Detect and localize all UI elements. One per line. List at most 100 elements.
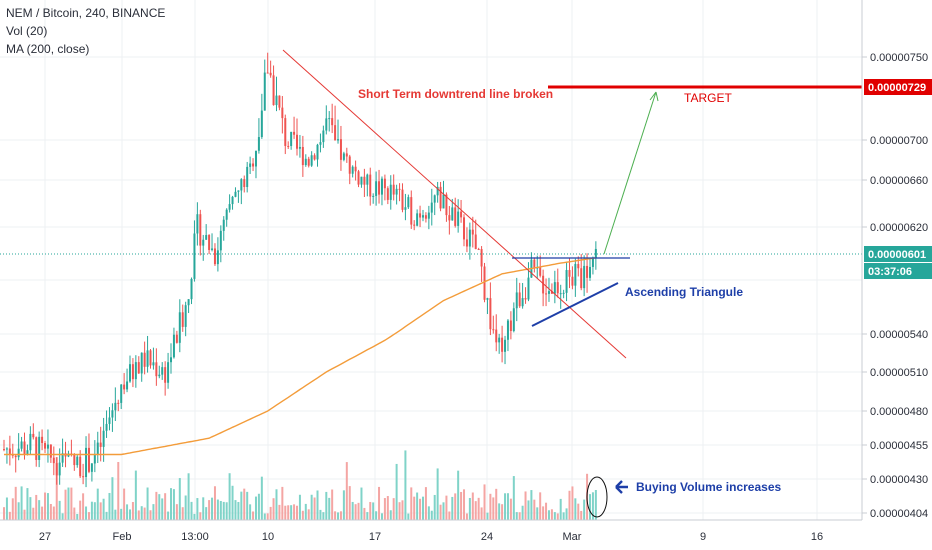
volume-bar	[454, 493, 457, 520]
candle-body	[105, 423, 108, 431]
volume-bar	[591, 492, 594, 520]
volume-bar	[281, 486, 284, 520]
candle-body	[533, 259, 536, 269]
candle-body	[85, 447, 88, 477]
volume-bar	[542, 506, 545, 520]
volume-bar	[73, 507, 76, 520]
volume-bar	[553, 512, 556, 520]
candle-body	[205, 235, 208, 240]
volume-bar	[401, 500, 404, 520]
volume-bar	[521, 505, 524, 520]
volume-bar	[395, 463, 398, 520]
candle-body	[380, 178, 383, 195]
volume-bar	[76, 513, 79, 520]
last-price-label: 0.00000601	[868, 249, 926, 261]
candle-body	[307, 158, 310, 166]
candle-body	[219, 230, 222, 251]
candle-body	[272, 75, 275, 106]
volume-bar	[577, 503, 580, 520]
candle-body	[448, 215, 451, 221]
volume-bar	[225, 502, 228, 520]
candle-body	[492, 329, 495, 331]
triangle-label: Ascending Triangule	[625, 285, 743, 299]
volume-bar	[67, 487, 70, 520]
candle-body	[128, 364, 131, 382]
candle-body	[509, 320, 512, 332]
candle-body	[401, 189, 404, 210]
candle-body	[149, 350, 152, 366]
volume-bars	[3, 450, 597, 520]
volume-bar	[571, 486, 574, 520]
volume-bar	[126, 504, 129, 520]
candle-body	[38, 436, 41, 460]
volume-bar	[360, 487, 363, 520]
volume-bar	[504, 493, 507, 520]
volume-bar	[131, 502, 134, 520]
candle-body	[483, 266, 486, 300]
volume-bar	[460, 491, 463, 520]
volume-bar	[366, 512, 369, 520]
volume-bar	[41, 506, 44, 520]
candle-body	[181, 312, 184, 327]
time-tick-label: 13:00	[181, 531, 209, 543]
candle-body	[14, 455, 17, 458]
candle-body	[146, 350, 149, 367]
candle-body	[433, 195, 436, 203]
volume-bar	[547, 510, 550, 520]
volume-bar	[372, 502, 375, 520]
volume-bar	[307, 509, 310, 520]
price-tick-label: 0.00000750	[870, 52, 928, 64]
candle-body	[211, 248, 214, 250]
candle-body	[190, 278, 193, 300]
candle-body	[161, 367, 164, 375]
volume-bar	[158, 494, 161, 520]
volume-bar	[123, 488, 126, 520]
volume-bar	[93, 502, 96, 520]
volume-bar	[70, 487, 73, 520]
candle-body	[457, 211, 460, 226]
candle-body	[574, 263, 577, 286]
candle-body	[313, 155, 316, 160]
candle-body	[559, 293, 562, 295]
candle-body	[556, 282, 559, 294]
candle-body	[501, 337, 504, 352]
candle-body	[82, 476, 85, 478]
volume-bar	[533, 499, 536, 520]
volume-bar	[149, 510, 152, 520]
volume-bar	[284, 505, 287, 520]
volume-bar	[46, 493, 49, 520]
volume-bar	[430, 510, 433, 520]
volume-bar	[114, 509, 117, 520]
volume-bar	[442, 502, 445, 520]
candle-body	[580, 268, 583, 289]
volume-bar	[64, 489, 67, 520]
candle-body	[46, 444, 49, 449]
volume-bar	[301, 510, 304, 520]
volume-bar	[474, 501, 477, 520]
volume-bar	[480, 507, 483, 520]
candle-body	[427, 212, 430, 219]
volume-bar	[427, 506, 430, 520]
candle-body	[468, 229, 471, 247]
volume-bar	[175, 504, 178, 520]
candle-body	[454, 207, 457, 226]
candle-body	[296, 134, 298, 149]
candle-body	[594, 248, 597, 259]
volume-bar	[348, 486, 351, 520]
candle-body	[76, 456, 79, 466]
volume-bar	[20, 486, 23, 520]
candle-body	[3, 449, 5, 451]
candle-body	[322, 130, 325, 143]
candle-body	[521, 298, 524, 307]
candle-body	[99, 442, 102, 447]
volume-bar	[319, 509, 322, 520]
volume-bar	[436, 468, 439, 520]
candle-body	[577, 263, 580, 269]
volume-bar	[152, 504, 155, 520]
volume-bar	[58, 500, 61, 520]
candle-body	[372, 195, 375, 197]
volume-bar	[184, 495, 187, 520]
volume-bar	[263, 513, 266, 520]
time-tick-label: Feb	[113, 531, 132, 543]
